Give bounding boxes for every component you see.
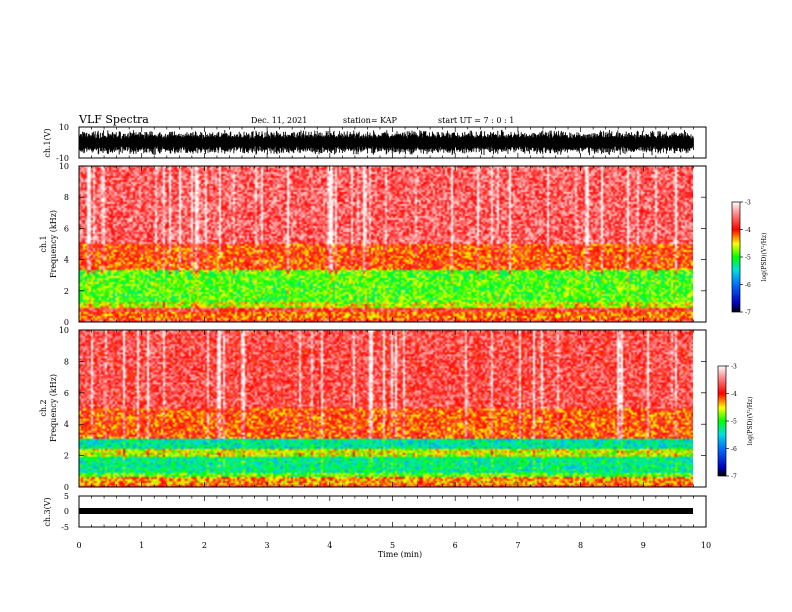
x-tick-label: 2 [202, 541, 207, 550]
colorbar-1: -3 -4 -5 -6 -7 log(PSD)(V²/Hz) [731, 200, 768, 317]
ch1-spectrogram-panel: 0 2 4 6 8 10 ch.1 Frequency (kHz) [39, 162, 707, 327]
ch1-spec-ticks [78, 165, 707, 323]
colorbar-tick-label: -5 [731, 419, 737, 426]
ch1-spec-ylabel-ch: ch.1 [39, 235, 48, 252]
ch2-spec-ylabel: Frequency (kHz) [49, 374, 58, 442]
ch1-waveform-trace [78, 129, 694, 156]
ch2-spec-ylabel-ch: ch.2 [39, 399, 48, 416]
x-tick-label: 9 [641, 541, 646, 550]
figure-title: VLF Spectra [78, 113, 149, 126]
colorbar-1-ticks: -3 -4 -5 -6 -7 [740, 200, 751, 317]
station-label: station= KAP [343, 116, 398, 125]
colorbar-2-gradient [717, 365, 727, 477]
colorbar-2-ticks: -3 -4 -5 -6 -7 [726, 364, 737, 481]
ch3-ylabel: ch.3(V) [43, 497, 52, 526]
colorbar-tick-label: -7 [745, 310, 751, 317]
y-tick-label: 6 [64, 224, 69, 233]
date-label: Dec. 11, 2021 [251, 116, 307, 125]
ch2-spec-yticklabels: 0 2 4 6 8 10 [59, 326, 69, 492]
ch2-spectrogram-image [79, 330, 693, 487]
y-tick-label: 10 [59, 326, 69, 335]
x-tick-label: 5 [390, 541, 395, 550]
colorbar-tick-label: -4 [731, 391, 737, 398]
ch3-ytick-top: 5 [64, 492, 69, 501]
ch3-ytick-bottom: -5 [61, 523, 69, 532]
x-tick-label: 0 [76, 541, 81, 550]
y-tick-label: 0 [64, 318, 69, 327]
colorbar-1-label: log(PSD)(V²/Hz) [761, 233, 768, 282]
colorbar-tick-label: -4 [745, 227, 751, 234]
x-tick-label: 6 [453, 541, 458, 550]
colorbar-tick-label: -3 [731, 364, 737, 371]
y-tick-label: 8 [64, 357, 69, 366]
y-tick-label: 2 [64, 287, 69, 296]
colorbar-tick-label: -7 [731, 474, 737, 481]
x-tick-label: 3 [265, 541, 270, 550]
y-tick-label: 4 [64, 420, 69, 429]
ch1-waveform-line [78, 129, 694, 156]
x-tick-label: 1 [139, 541, 144, 550]
y-tick-label: 8 [64, 193, 69, 202]
start-time-label: start UT = 7 : 0 : 1 [438, 116, 514, 125]
y-tick-label: 6 [64, 389, 69, 398]
x-tick-label: 7 [515, 541, 520, 550]
x-tick-label: 8 [578, 541, 583, 550]
colorbar-2-label: log(PSD)(V²/Hz) [747, 397, 754, 446]
colorbar-tick-label: -6 [731, 446, 737, 453]
y-tick-label: 4 [64, 256, 69, 265]
ch3-signal [79, 508, 693, 514]
colorbar-tick-label: -5 [745, 255, 751, 262]
x-tick-label: 4 [327, 541, 332, 550]
ch3-panel: 5 0 -5 ch.3(V) [43, 492, 707, 532]
ch1-panel: 10 -10 ch.1(V) [43, 123, 707, 163]
ch1-ytick-bottom: -10 [56, 154, 69, 163]
ch1-spec-yticklabels: 0 2 4 6 8 10 [59, 162, 69, 327]
ch2-spectrogram-panel: 0 2 4 6 8 10 ch.2 Frequency (kHz) [39, 326, 707, 492]
ch3-x-ticks [78, 496, 707, 527]
ch1-spec-ylabel: Frequency (kHz) [49, 210, 58, 278]
colorbar-tick-label: -6 [745, 282, 751, 289]
y-tick-label: 2 [64, 452, 69, 461]
ch1-ytick-top: 10 [59, 123, 69, 132]
colorbar-tick-label: -3 [745, 200, 751, 207]
colorbar-1-gradient [731, 201, 741, 313]
x-tick-labels: 0 1 2 3 4 5 6 7 8 9 10 [76, 541, 711, 550]
y-tick-label: 0 [64, 483, 69, 492]
y-tick-label: 10 [59, 162, 69, 171]
ch1-x-ticks [78, 127, 707, 158]
colorbar-2: -3 -4 -5 -6 -7 log(PSD)(V²/Hz) [717, 364, 754, 481]
ch1-ylabel: ch.1(V) [43, 128, 52, 157]
ch3-ytick-mid: 0 [64, 507, 69, 516]
x-axis-label: Time (min) [378, 550, 422, 559]
ch2-spec-ticks [78, 329, 707, 488]
x-tick-label: 10 [701, 541, 711, 550]
ch1-spectrogram-image [79, 166, 693, 322]
